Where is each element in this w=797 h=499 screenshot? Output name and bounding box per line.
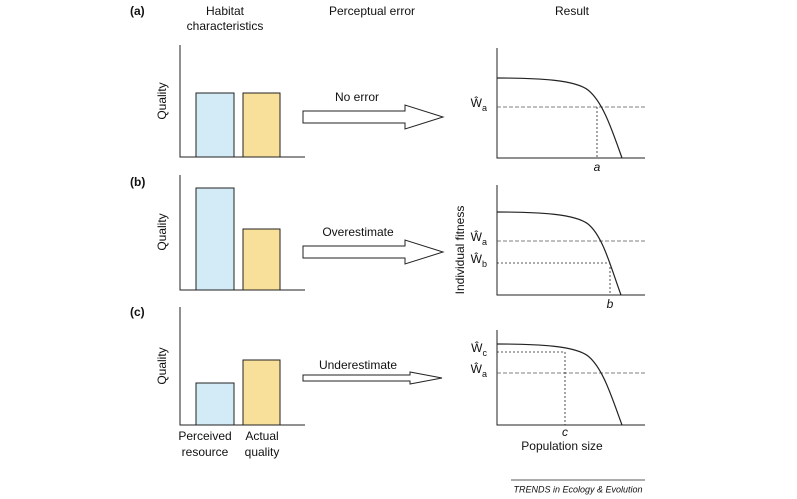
y-axis-label: Quality [155, 82, 169, 119]
arrow [302, 239, 445, 265]
actual-bar [242, 228, 281, 291]
x-marker: c [562, 425, 568, 439]
w-label: Ŵc [471, 340, 487, 358]
w-symbol: Ŵ [471, 229, 483, 244]
panel-label: (c) [130, 305, 145, 319]
w-sub: b [482, 259, 487, 269]
x-marker: b [607, 297, 614, 311]
x-axis-label: Population size [521, 439, 603, 453]
column-title: Result [555, 4, 590, 18]
perceived-bar [195, 382, 235, 426]
arrow-label: Underestimate [319, 358, 397, 372]
perceived-bar [195, 92, 235, 158]
axes [496, 330, 645, 426]
w-label: Ŵa [471, 95, 487, 113]
w-symbol: Ŵ [471, 340, 483, 355]
perceived-bar [195, 187, 235, 291]
bar-label: Actual [245, 429, 278, 443]
axes [496, 185, 645, 296]
y-axis-label: Quality [155, 347, 169, 384]
w-label: Ŵa [471, 361, 487, 379]
w-symbol: Ŵ [471, 361, 483, 376]
w-sub: a [482, 103, 487, 113]
w-sub: c [483, 348, 488, 358]
fitness-curve [496, 77, 623, 159]
arrow [302, 371, 443, 385]
arrow [302, 104, 445, 130]
axes [496, 48, 645, 159]
fitness-curve [496, 211, 622, 296]
fitness-curve [496, 343, 623, 426]
w-symbol: Ŵ [471, 251, 483, 266]
footer: TRENDS in Ecology & Evolution [513, 484, 642, 494]
actual-bar [242, 92, 281, 158]
column-title: Perceptual error [329, 4, 415, 18]
panel-label: (b) [130, 175, 145, 189]
w-sub: a [482, 237, 487, 247]
x-marker: a [594, 160, 601, 174]
y-axis-label: Quality [155, 213, 169, 250]
actual-bar [242, 359, 281, 426]
w-label: Ŵb [471, 251, 487, 269]
w-label: Ŵa [471, 229, 487, 247]
arrow-label: Overestimate [322, 225, 394, 239]
column-title: Habitat [206, 4, 245, 18]
panel-label: (a) [130, 4, 145, 18]
bar-label: quality [245, 445, 280, 459]
w-sub: a [482, 369, 487, 379]
column-title: characteristics [187, 19, 264, 33]
bar-label: Perceived [178, 429, 231, 443]
w-symbol: Ŵ [471, 95, 483, 110]
y-axis-label: Individual fitness [453, 206, 467, 295]
arrow-label: No error [335, 90, 379, 104]
bar-label: resource [182, 445, 229, 459]
